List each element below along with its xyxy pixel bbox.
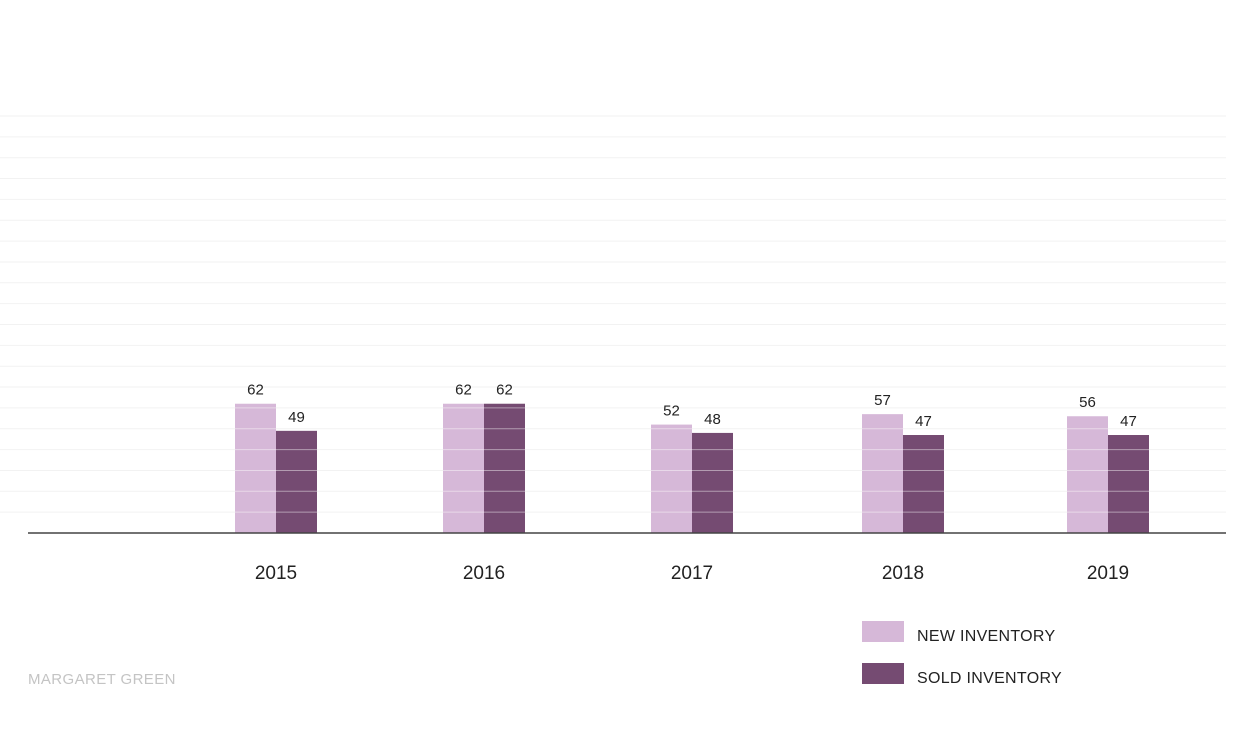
bar-new-2015: [235, 403, 276, 533]
legend-label: SOLD INVENTORY: [917, 670, 1062, 687]
x-tick-labels: 2015 2016 2017 2018 2019: [255, 563, 1129, 584]
x-tick-label: 2017: [671, 563, 713, 584]
data-label: 49: [288, 409, 305, 426]
data-label: 56: [1079, 394, 1096, 411]
bar-sold-2015: [276, 430, 317, 533]
data-label: 47: [915, 413, 932, 430]
bars: [235, 403, 1149, 533]
legend: NEW INVENTORY SOLD INVENTORY: [862, 621, 1062, 687]
bar-new-2017: [651, 424, 692, 533]
x-tick-label: 2015: [255, 563, 297, 584]
data-label: 62: [455, 382, 472, 399]
data-label: 62: [247, 382, 264, 399]
bar-sold-2016: [484, 403, 525, 533]
bar-sold-2018: [903, 435, 944, 533]
data-label: 52: [663, 403, 680, 420]
x-tick-label: 2016: [463, 563, 505, 584]
gridlines: [0, 115, 1226, 513]
x-tick-label: 2018: [882, 563, 924, 584]
bar-sold-2019: [1108, 435, 1149, 533]
data-label: 62: [496, 382, 513, 399]
data-labels: 62 49 62 62 52 48 57 47 56 47: [247, 382, 1137, 430]
data-label: 48: [704, 411, 721, 428]
watermark-text: MARGARET GREEN: [28, 671, 176, 688]
legend-swatch: [862, 663, 904, 684]
x-tick-label: 2019: [1087, 563, 1129, 584]
legend-swatch: [862, 621, 904, 642]
data-label: 47: [1120, 413, 1137, 430]
data-label: 57: [874, 392, 891, 409]
bar-sold-2017: [692, 432, 733, 533]
legend-label: NEW INVENTORY: [917, 628, 1055, 645]
bar-new-2018: [862, 414, 903, 533]
bar-new-2016: [443, 403, 484, 533]
bar-new-2019: [1067, 416, 1108, 533]
